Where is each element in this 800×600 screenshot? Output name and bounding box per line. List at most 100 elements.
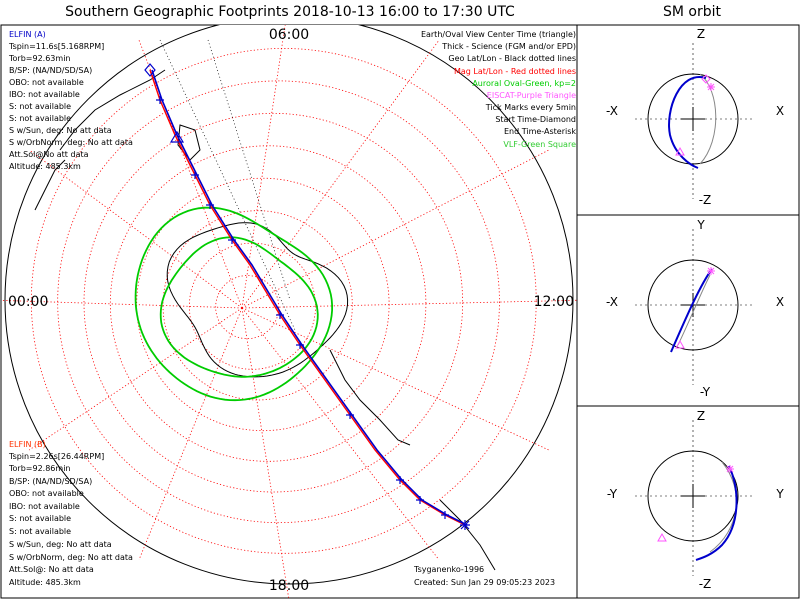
axis-label-right: X: [776, 104, 784, 118]
orbit-triangle: [657, 532, 667, 542]
elfin-a-line: B/SP: (NA/ND/SD/SA): [9, 66, 92, 75]
axis-label-bottom: -Z: [699, 193, 712, 207]
elfin-a-line: Tspin=11.6s[5.168RPM]: [8, 42, 104, 51]
antarctica-coastline: [166, 222, 349, 378]
orbit-panel-xy: [635, 229, 755, 385]
orbit-path-a: [670, 268, 713, 353]
track-tick: [396, 476, 404, 484]
track-tick: [416, 496, 424, 504]
polar-map: [1, 25, 577, 598]
legend-entry: Start Time-Diamond: [495, 115, 576, 124]
track-tick: [276, 311, 284, 319]
elfin-a-line: Torb=92.63min: [8, 54, 70, 63]
axis-label-right: X: [776, 295, 784, 309]
legend: Earth/Oval View Center Time (triangle) T…: [421, 30, 576, 149]
axis-label-top: Y: [696, 218, 705, 232]
elfin-b-line: S w/Sun, deg: No att data: [9, 540, 112, 549]
mag-grid: [1, 25, 577, 598]
elfin-a-line: Altitude: 485.3km: [9, 162, 81, 171]
legend-entry: EISCAT-Purple Triangle: [487, 91, 576, 100]
mag-lon-line: [1, 299, 243, 309]
elfin-a-line: Att.Sol@No att data: [9, 150, 89, 159]
elfin-b-info: ELFIN (B) Tspin=2.26s[26.44RPM] Torb=92.…: [8, 440, 133, 587]
axis-label-bottom: -Z: [699, 577, 712, 591]
track-tick: [346, 411, 354, 419]
africa-coastline: [34, 159, 66, 211]
elfin-b-line: Att.Sol@: No att data: [9, 565, 94, 574]
orbit-asterisk: [707, 83, 715, 91]
elfin-b-line: OBO: not available: [9, 489, 84, 498]
elfin-b-name: ELFIN (B): [9, 440, 46, 449]
track-tick: [156, 96, 164, 104]
elfin-a-line: OBO: not available: [9, 78, 84, 87]
legend-entry: Geo Lat/Lon - Black dotted lines: [448, 54, 576, 63]
track-tick: [228, 236, 236, 244]
orbit-path-a: [668, 75, 707, 169]
track-tick: [191, 171, 199, 179]
elfin-b-line: Torb=92.86min: [8, 464, 70, 473]
axis-label-bottom: -Y: [700, 385, 711, 399]
sm-orbit-title: SM orbit: [663, 4, 722, 20]
axis-label-left: -Y: [607, 487, 618, 501]
orbit-triangle: [675, 339, 685, 349]
elfin-a-name: ELFIN (A): [9, 30, 46, 39]
orbit-path-a: [695, 465, 738, 561]
axis-label-left: -X: [606, 295, 618, 309]
elfin-a-line: S w/Sun, deg: No att data: [9, 126, 112, 135]
mag-lat-circle: [215, 275, 280, 340]
track-tick: [441, 511, 449, 519]
legend-entry: Auroral Oval-Green, kp=2: [472, 79, 576, 88]
elfin-b-line: S: not available: [9, 527, 71, 536]
elfin-a-track: [151, 69, 468, 526]
orbit-path-b: [677, 274, 711, 346]
elfin-b-line: B/SP: (NA/ND/SD/SA): [9, 477, 92, 486]
track-tick: [296, 341, 304, 349]
legend-entry: Earth/Oval View Center Time (triangle): [421, 30, 576, 39]
clock-label-top: 06:00: [269, 27, 309, 43]
elfin-b-line: IBO: not available: [9, 502, 80, 511]
auroral-oval-inner: [159, 236, 319, 378]
map-horizon: [4, 25, 574, 585]
start-diamond: [144, 63, 156, 77]
created-label: Created: Sun Jan 29 09:05:23 2023: [414, 578, 555, 587]
elfin-a-info: ELFIN (A) Tspin=11.6s[5.168RPM] Torb=92.…: [8, 30, 133, 171]
footprint-track: [144, 63, 470, 530]
elfin-a-line: IBO: not available: [9, 90, 80, 99]
peninsula-coastline: [329, 349, 411, 446]
mag-lon-line: [241, 39, 440, 309]
mag-lat-circle: [83, 112, 464, 493]
mag-lon-line: [241, 307, 440, 561]
orbit-panel-xy-labels: Y -Y -X X: [606, 218, 784, 399]
orbit-panel-yz-labels: Z -Z -Y Y: [607, 409, 784, 591]
orbit-asterisk: [726, 465, 734, 473]
center-time-triangle: [169, 130, 185, 143]
elfin-b-line: Altitude: 485.3km: [9, 578, 81, 587]
orbit-panel-xz: [635, 43, 755, 199]
axis-label-left: -X: [606, 104, 618, 118]
auroral-oval: [134, 206, 333, 402]
end-asterisk: [460, 520, 470, 530]
elfin-b-track: [149, 69, 466, 526]
legend-entry: End Time-Asterisk: [504, 127, 576, 136]
mag-lat-circle: [30, 48, 537, 554]
elfin-b-line: S: not available: [9, 514, 71, 523]
elfin-a-line: S w/OrbNorm, deg: No att data: [9, 138, 133, 147]
elfin-a-line: S: not available: [9, 102, 71, 111]
clock-label-bottom: 18:00: [269, 578, 309, 594]
legend-entry: VLF-Green Square: [503, 140, 576, 149]
mag-lon-line: [241, 299, 577, 309]
orbit-frame: [576, 24, 800, 599]
south-america-coastline: [439, 499, 496, 571]
geo-grid: [159, 39, 296, 331]
orbit-triangle: [675, 146, 685, 156]
chart-title: Southern Geographic Footprints 2018-10-1…: [65, 4, 515, 20]
orbit-path-b: [699, 73, 717, 165]
orbit-asterisk: [707, 267, 715, 275]
clock-label-right: 12:00: [534, 294, 574, 310]
axis-label-top: Z: [697, 27, 705, 41]
clock-label-left: 00:00: [8, 294, 48, 310]
model-label: Tsyganenko-1996: [413, 565, 484, 574]
geo-lon-line: [159, 39, 296, 331]
mag-lon-line: [241, 25, 286, 309]
